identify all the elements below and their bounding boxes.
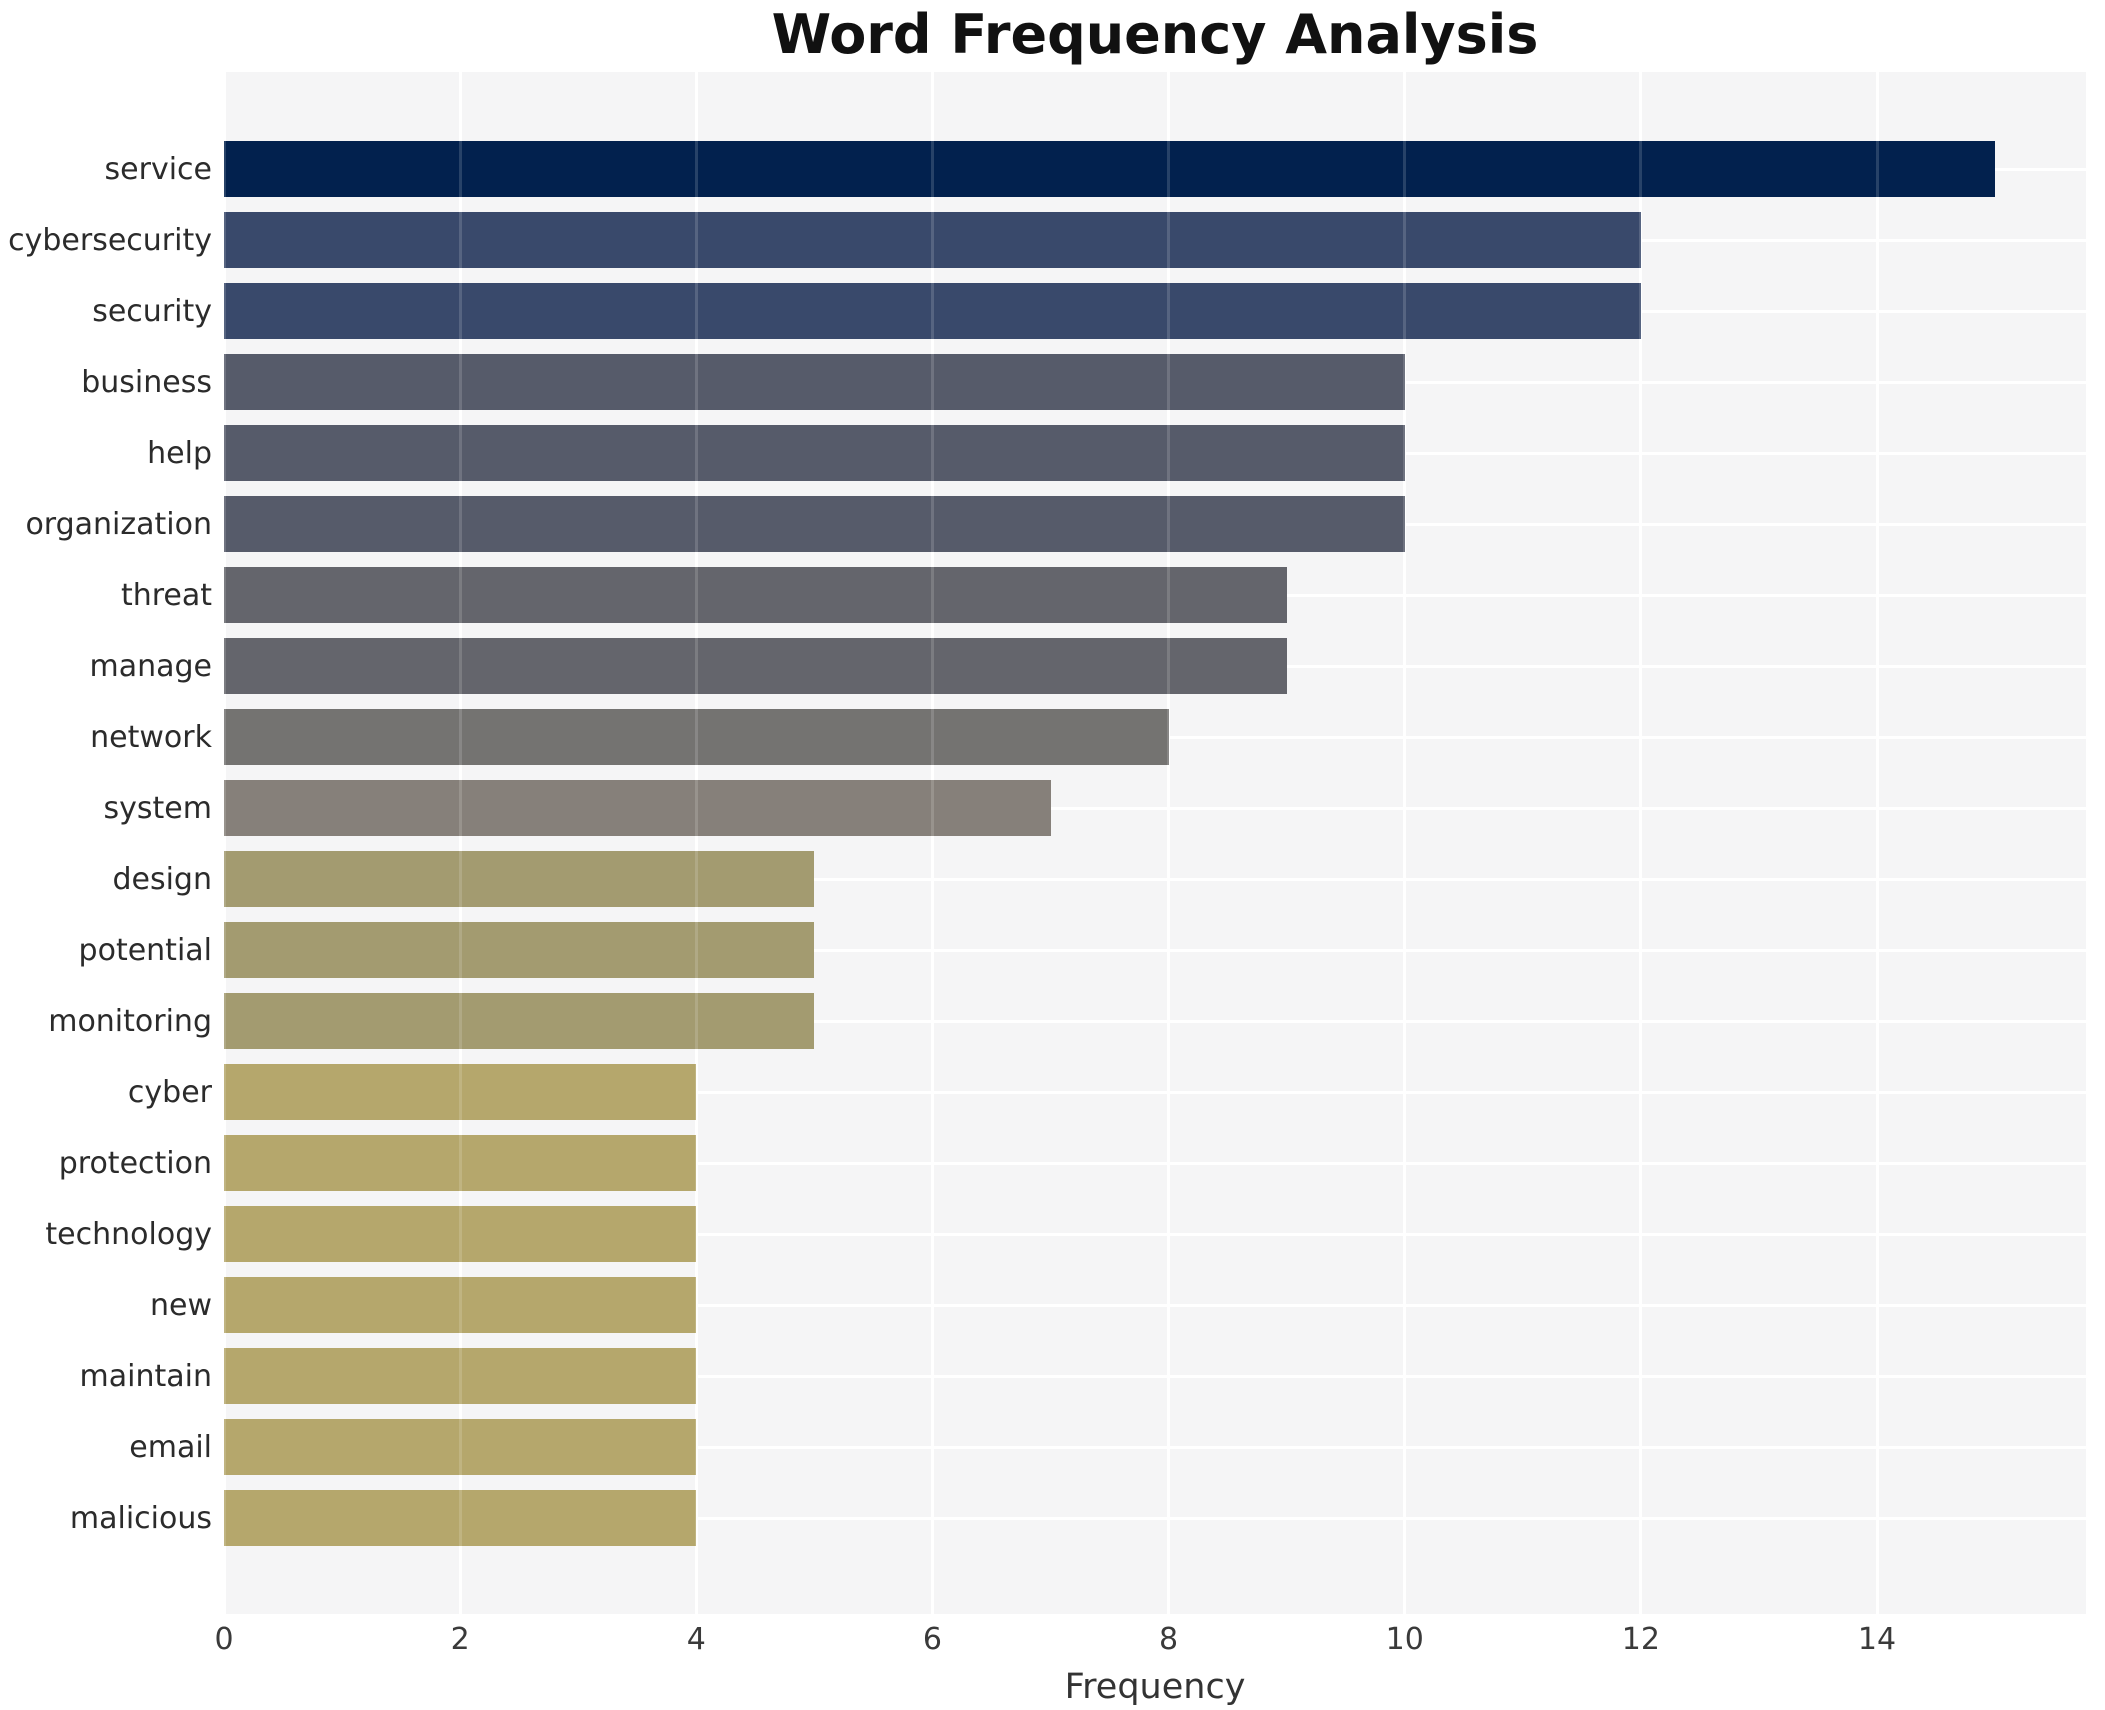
y-axis-label: potential <box>78 932 212 968</box>
y-axis-label: technology <box>45 1216 212 1252</box>
bar-row: security <box>0 276 2105 347</box>
bar <box>224 1490 697 1546</box>
bar-row: monitoring <box>0 986 2105 1057</box>
y-axis-label: help <box>147 435 212 471</box>
bar-row: business <box>0 347 2105 418</box>
bar-row: organization <box>0 489 2105 560</box>
bar-row: cybersecurity <box>0 205 2105 276</box>
bar <box>224 1206 697 1262</box>
bar <box>224 851 815 907</box>
y-axis-label: malicious <box>69 1500 212 1536</box>
bar <box>224 1348 697 1404</box>
x-tick-label: 8 <box>1159 1622 1179 1657</box>
x-tick-label: 2 <box>450 1622 470 1657</box>
y-axis-label: service <box>104 151 212 187</box>
bar <box>224 709 1169 765</box>
y-axis-label: cyber <box>127 1074 212 1110</box>
bar-row: network <box>0 702 2105 773</box>
x-tick-label: 0 <box>214 1622 234 1657</box>
y-axis-label: security <box>92 293 212 329</box>
bar <box>224 141 1996 197</box>
y-axis-label: manage <box>89 648 212 684</box>
y-axis-label: business <box>81 364 212 400</box>
y-axis-label: cybersecurity <box>8 222 212 258</box>
bar-row: new <box>0 1270 2105 1341</box>
y-axis-label: design <box>112 861 212 897</box>
y-axis-label: threat <box>120 577 212 613</box>
y-axis-label: monitoring <box>48 1003 212 1039</box>
bar-row: manage <box>0 631 2105 702</box>
x-tick-label: 12 <box>1621 1622 1660 1657</box>
bar-row: malicious <box>0 1483 2105 1554</box>
y-axis-label: new <box>149 1287 212 1323</box>
x-tick-label: 6 <box>922 1622 942 1657</box>
x-tick-label: 10 <box>1385 1622 1424 1657</box>
bar-row: threat <box>0 560 2105 631</box>
bar <box>224 354 1405 410</box>
bar <box>224 496 1405 552</box>
bar <box>224 1135 697 1191</box>
bar <box>224 283 1641 339</box>
bar-row: maintain <box>0 1341 2105 1412</box>
bar <box>224 1419 697 1475</box>
bar <box>224 922 815 978</box>
y-axis-label: protection <box>58 1145 212 1181</box>
bar-row: technology <box>0 1199 2105 1270</box>
bar-row: cyber <box>0 1057 2105 1128</box>
bar-row: help <box>0 418 2105 489</box>
bar-row: potential <box>0 915 2105 986</box>
bar <box>224 1277 697 1333</box>
bar-row: design <box>0 844 2105 915</box>
bar-row: email <box>0 1412 2105 1483</box>
bar <box>224 780 1051 836</box>
y-axis-label: system <box>103 790 212 826</box>
y-axis-label: organization <box>25 506 212 542</box>
bar <box>224 567 1287 623</box>
y-axis-label: maintain <box>79 1358 212 1394</box>
y-axis-label: email <box>129 1429 212 1465</box>
y-axis-label: network <box>90 719 212 755</box>
chart-title: Word Frequency Analysis <box>771 3 1539 66</box>
bar-row: system <box>0 773 2105 844</box>
bar <box>224 425 1405 481</box>
bar <box>224 212 1641 268</box>
x-tick-label: 14 <box>1857 1622 1897 1657</box>
bar <box>224 638 1287 694</box>
x-tick-label: 4 <box>686 1622 706 1657</box>
bar-row: protection <box>0 1128 2105 1199</box>
x-axis-label: Frequency <box>1064 1667 1246 1707</box>
bar-row: service <box>0 134 2105 205</box>
bar <box>224 993 815 1049</box>
bar <box>224 1064 697 1120</box>
